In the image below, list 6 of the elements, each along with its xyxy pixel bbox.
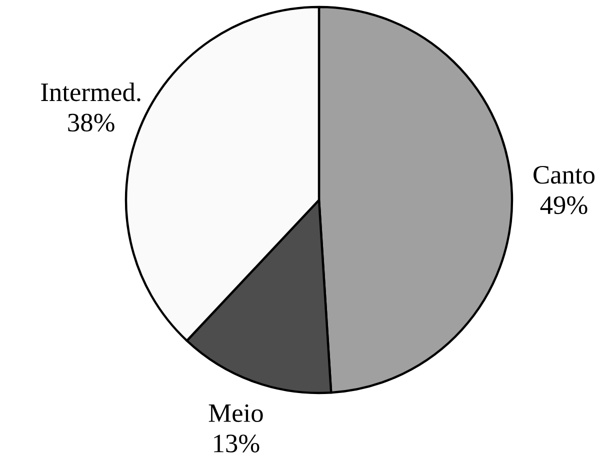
slice-label: Intermed.: [41, 82, 140, 102]
slice-label: Canto: [534, 166, 594, 184]
data-label: 49%: [540, 196, 588, 214]
data-label: 13%: [214, 434, 260, 452]
data-label: 38%: [68, 114, 114, 132]
slice-label: Meio: [208, 404, 263, 422]
